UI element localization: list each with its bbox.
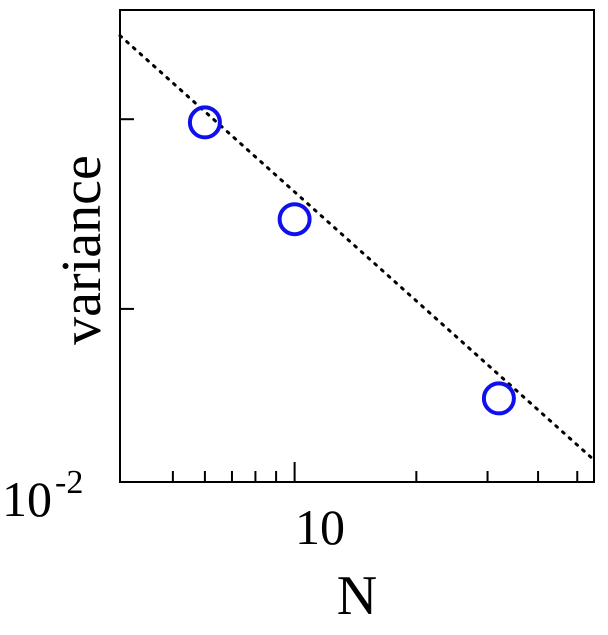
x-tick-label-10: 10	[295, 499, 345, 555]
data-point	[187, 105, 222, 140]
plot-frame	[119, 9, 595, 483]
y-axis-label: variance	[51, 155, 113, 345]
reference-line	[118, 34, 596, 462]
data-point	[277, 202, 312, 237]
data-point	[481, 381, 516, 416]
x-axis-label: N	[337, 565, 377, 627]
reference-line-group	[118, 34, 596, 462]
y-tick-label-exponent: -2	[55, 464, 83, 501]
y-tick-label-base: 10	[2, 471, 52, 527]
data-points	[187, 105, 516, 416]
axis-ticks	[120, 118, 579, 482]
